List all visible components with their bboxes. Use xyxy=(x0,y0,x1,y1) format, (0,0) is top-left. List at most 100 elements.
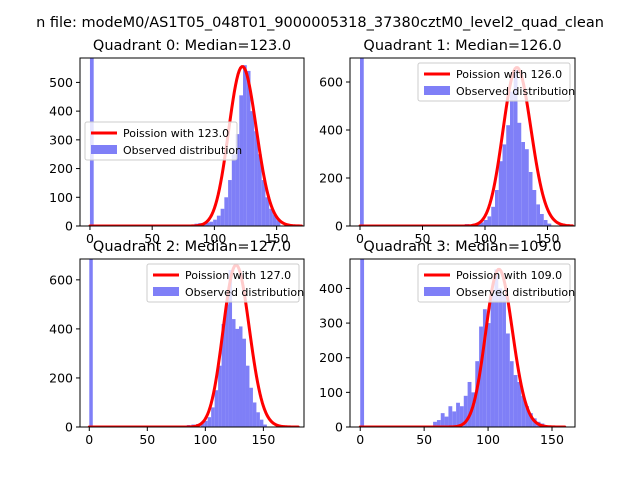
quadrant-1-hist-bar xyxy=(495,190,499,226)
quadrant-3-legend: Poission with 109.0 Observed distribution xyxy=(417,263,575,303)
quadrant-0-ytick-label: 400 xyxy=(49,104,73,119)
quadrant-2-legend-frame xyxy=(146,263,300,303)
quadrant-2-hist-bar xyxy=(242,338,246,427)
quadrant-3-hist-bar xyxy=(360,259,365,427)
quadrant-2-legend-hist-swatch xyxy=(153,287,179,296)
quadrant-3-ytick-label: 200 xyxy=(319,350,343,365)
quadrant-3-hist-bar xyxy=(463,395,468,427)
quadrant-3-hist-bar xyxy=(490,295,495,427)
quadrant-3-hist-bar xyxy=(479,326,483,427)
quadrant-3-hist-bar xyxy=(433,421,437,427)
quadrant-1-hist-bar xyxy=(540,214,544,226)
quadrant-2-xtick-label: 50 xyxy=(139,432,155,447)
quadrant-3-xtick-label: 0 xyxy=(356,432,364,447)
quadrant-0-hist-bar xyxy=(246,70,251,226)
quadrant-3-title: Quadrant 3: Median=109.0 xyxy=(363,239,561,255)
quadrant-3-hist-bar xyxy=(494,269,499,427)
quadrant-2-hist-bar xyxy=(252,402,257,427)
quadrant-0-hist-bar xyxy=(235,134,240,226)
quadrant-1-hist-bar xyxy=(487,216,492,226)
quadrant-2-title: Quadrant 2: Median=127.0 xyxy=(93,239,291,255)
quadrant-3-ytick-label: 100 xyxy=(319,385,343,400)
quadrant-1-legend: Poission with 126.0 Observed distribution xyxy=(417,62,575,102)
quadrant-1-hist-bar xyxy=(525,149,529,226)
quadrant-0-hist-bar xyxy=(254,131,258,226)
quadrant-1-hist-bar xyxy=(536,204,540,226)
quadrant-1-hist-bar xyxy=(521,142,525,226)
quadrant-0-ytick-label: 100 xyxy=(49,190,73,205)
quadrant-0-hist-bar xyxy=(250,111,255,226)
quadrant-1-ytick-label: 200 xyxy=(319,171,343,186)
quadrant-3-hist-bar xyxy=(521,395,526,427)
quadrant-0-xtick-label: 100 xyxy=(202,231,226,246)
quadrant-1-axes-frame xyxy=(349,57,576,227)
quadrant-0-legend: Poission with 123.0 Observed distribution xyxy=(84,121,242,161)
quadrant-2-legend: Poission with 127.0 Observed distribution xyxy=(146,263,304,303)
quadrant-0-xtick-label: 150 xyxy=(265,231,289,246)
quadrant-1-hist-bar xyxy=(532,190,537,226)
quadrant-2-hist-bar xyxy=(259,419,264,427)
quadrant-1-hist-bar xyxy=(517,122,522,226)
quadrant-3-axes-frame xyxy=(349,258,576,428)
quadrant-0-title: Quadrant 0: Median=123.0 xyxy=(93,38,291,54)
quadrant-3-legend-hist-swatch xyxy=(424,287,450,296)
quadrant-3-hist-bar xyxy=(517,381,522,427)
quadrant-0-xtick-label: 0 xyxy=(86,231,94,246)
quadrant-2-hist-bar xyxy=(232,319,236,427)
quadrant-3-legend-line-label: Poission with 109.0 xyxy=(456,269,562,282)
quadrant-1-xtick-label: 150 xyxy=(536,231,560,246)
quadrant-0-hist-bar xyxy=(261,180,266,226)
quadrant-0-legend-line-label: Poission with 123.0 xyxy=(123,127,229,140)
quadrant-3-xtick-label: 100 xyxy=(476,432,500,447)
quadrant-3-legend-frame xyxy=(417,263,571,303)
quadrant-3-xtick-label: 150 xyxy=(540,432,564,447)
quadrant-0-hist-bar xyxy=(205,222,210,226)
quadrant-2-hist-bar xyxy=(245,365,250,427)
quadrant-0-xtick-label: 50 xyxy=(144,231,160,246)
quadrant-1-hist-bar xyxy=(528,172,533,226)
quadrant-1-hist-bar xyxy=(491,206,495,226)
quadrant-0-ytick-label: 300 xyxy=(49,132,73,147)
quadrant-1-legend-frame xyxy=(417,62,571,102)
quadrant-1-hist-bar xyxy=(360,58,364,226)
quadrant-0-hist-bar xyxy=(224,197,229,226)
quadrant-3-hist-bar xyxy=(486,323,491,427)
quadrant-2-hist-bar xyxy=(263,424,267,427)
quadrant-2-hist-bar xyxy=(249,387,253,427)
quadrant-3-hist-bar xyxy=(467,381,472,427)
quadrant-3-hist-bar xyxy=(444,416,449,427)
quadrant-0-hist-bar xyxy=(213,219,217,226)
quadrant-2-hist-bar xyxy=(89,259,93,427)
quadrant-0-chart: 0 50 100 150 0 100 200 300 400 500 Quadrant 0: Med… xyxy=(49,38,305,246)
quadrant-3-hist-bar xyxy=(513,375,518,427)
quadrant-2-hist-bar xyxy=(235,328,240,427)
quadrant-3-ytick-label: 400 xyxy=(319,281,343,296)
quadrant-0-axes-frame xyxy=(79,57,305,227)
quadrant-3-hist-bar xyxy=(509,361,514,427)
quadrant-1-hist-bar xyxy=(502,144,507,226)
quadrant-0-hist-bar xyxy=(239,95,244,226)
quadrant-0-hist-bar xyxy=(220,208,225,226)
quadrant-0-ytick-label: 500 xyxy=(49,75,73,90)
quadrant-2-hist-bar xyxy=(218,365,222,427)
quadrant-1-hist-bar xyxy=(480,222,484,226)
quadrant-3-xtick-label: 50 xyxy=(416,432,432,447)
quadrant-2-ytick-label: 0 xyxy=(65,420,73,435)
quadrant-1-hist-bar xyxy=(547,223,552,226)
quadrant-0-hist-bar xyxy=(257,154,262,226)
quadrant-2-chart: 0 50 100 150 0 200 400 600 Quadrant 2: Median=12… xyxy=(49,239,305,447)
quadrant-0-hist-bar xyxy=(216,215,221,226)
quadrant-0-hist-bar xyxy=(228,180,232,226)
quadrant-2-ytick-label: 200 xyxy=(49,370,73,385)
quadrant-2-hist-bar xyxy=(228,270,233,427)
quadrant-1-hist-bar xyxy=(513,70,518,226)
quadrant-3-hist-bar xyxy=(436,420,441,427)
quadrant-0-hist-bar xyxy=(243,65,247,226)
quadrant-2-hist-bar xyxy=(256,412,260,427)
quadrant-3-hist-bar xyxy=(505,333,510,427)
quadrant-2-hist-bar xyxy=(225,304,229,427)
quadrant-2-ytick-label: 400 xyxy=(49,321,73,336)
quadrant-3-poisson-line xyxy=(358,267,567,427)
quadrant-3-chart: 0 50 100 150 0 100 200 300 400 Quadrant 3: Median… xyxy=(319,239,576,447)
figure-suptitle: n file: modeM0/AS1T05_048T01_9000005318_… xyxy=(36,15,604,31)
